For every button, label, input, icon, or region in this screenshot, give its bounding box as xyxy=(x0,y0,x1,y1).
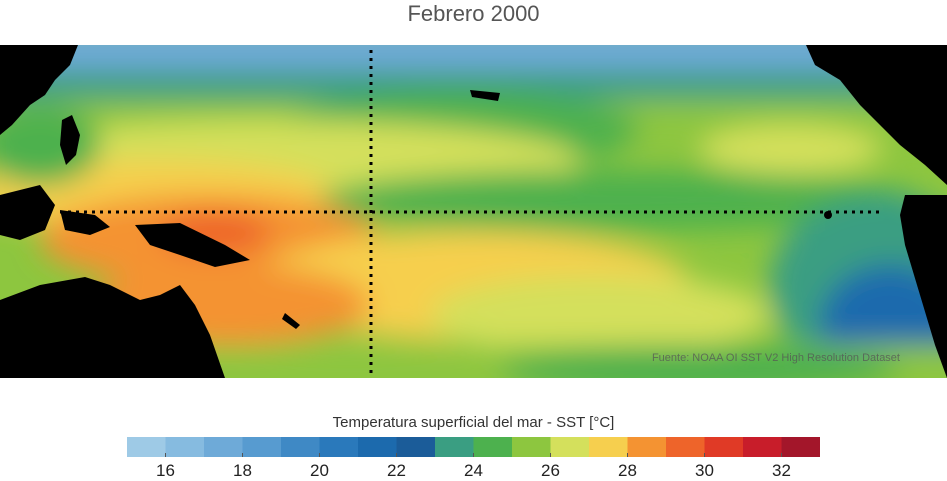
sst-field: Fuente: NOAA OI SST V2 High Resolution D… xyxy=(0,45,947,378)
colorbar-ticks: 16 18 20 22 24 26 28 30 32 xyxy=(0,456,947,480)
land-new-caledonia xyxy=(282,313,300,329)
colorbar-tick-label: 22 xyxy=(387,461,406,480)
land-south-america xyxy=(900,195,947,378)
colorbar-bin xyxy=(550,437,590,457)
land-masses xyxy=(0,45,947,378)
colorbar-tick-label: 24 xyxy=(464,461,483,480)
colorbar-bin xyxy=(242,437,282,457)
colorbar-bin xyxy=(204,437,243,457)
source-note: Fuente: NOAA OI SST V2 High Resolution D… xyxy=(652,352,900,364)
colorbar-tick-label: 16 xyxy=(156,461,175,480)
land-indonesia xyxy=(60,210,110,235)
land-australia xyxy=(0,277,225,378)
colorbar-tick-label: 26 xyxy=(541,461,560,480)
colorbar-bin xyxy=(666,437,705,457)
colorbar-bin xyxy=(281,437,320,457)
colorbar xyxy=(127,437,820,457)
colorbar-tick-label: 18 xyxy=(233,461,252,480)
colorbar-bin xyxy=(165,437,205,457)
sst-map: Fuente: NOAA OI SST V2 High Resolution D… xyxy=(0,45,947,378)
land-asia-nw xyxy=(0,45,78,135)
sst-warm-s-yellow xyxy=(430,275,770,355)
land-hawaii xyxy=(470,90,500,101)
land-caribbean xyxy=(865,85,925,110)
colorbar-bin xyxy=(396,437,436,457)
land-philippines xyxy=(60,115,80,165)
colorbar-bin xyxy=(512,437,551,457)
colorbar-bin xyxy=(704,437,744,457)
colorbar-tick-label: 32 xyxy=(772,461,791,480)
colorbar-bin xyxy=(743,437,782,457)
colorbar-bin xyxy=(319,437,359,457)
colorbar-tick-label: 20 xyxy=(310,461,329,480)
map-title: Febrero 2000 xyxy=(407,1,540,26)
land-new-guinea xyxy=(135,223,250,267)
sst-equator-green xyxy=(320,170,920,230)
colorbar-tick-label: 28 xyxy=(618,461,637,480)
land-borneo-sumatra xyxy=(0,185,55,240)
colorbar-bin xyxy=(589,437,628,457)
colorbar-bin xyxy=(127,437,166,457)
sst-ne-yellow xyxy=(700,125,880,175)
colorbar-bin xyxy=(473,437,513,457)
sst-south-green xyxy=(500,345,900,378)
colorbar-tick-label: 30 xyxy=(695,461,714,480)
land-americas-central xyxy=(806,45,947,185)
colorbar-bin xyxy=(627,437,667,457)
colorbar-bin xyxy=(435,437,474,457)
colorbar-bin xyxy=(358,437,397,457)
colorbar-label: Temperatura superficial del mar - SST [°… xyxy=(332,414,615,431)
colorbar-bin xyxy=(781,437,820,457)
